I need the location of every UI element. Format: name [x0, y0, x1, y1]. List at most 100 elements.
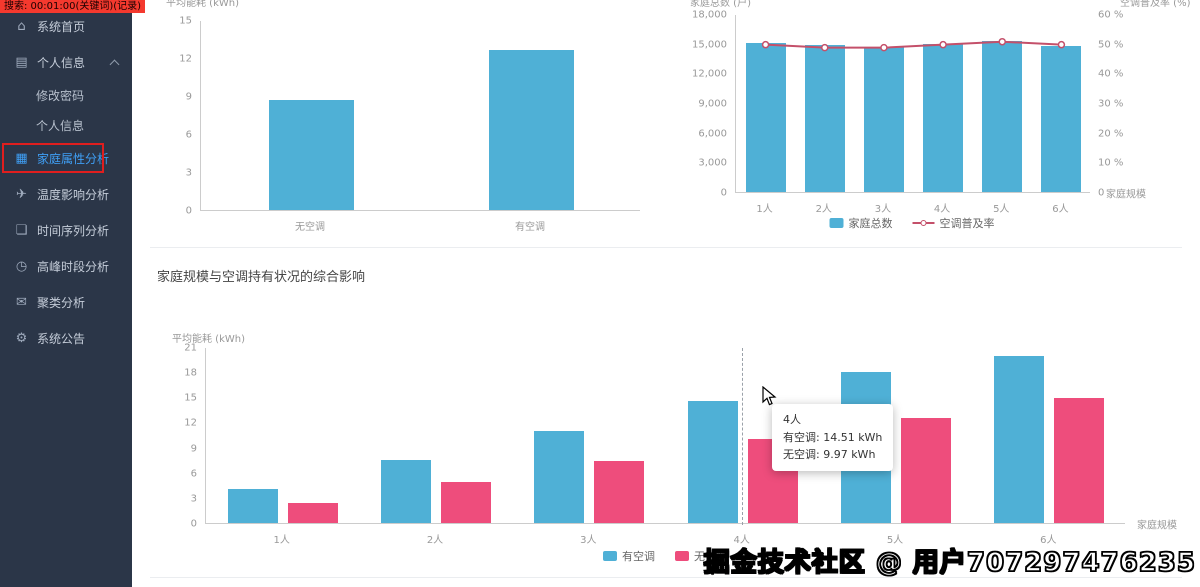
gear-icon: ⚙ — [15, 330, 28, 346]
legend-item-ac-penetration[interactable]: 空调普及率 — [912, 215, 995, 231]
y-axis-tick-right: 60 % — [1098, 9, 1124, 21]
sidebar-item-peak-period-analysis[interactable]: ◷ 高峰时段分析 — [0, 248, 132, 284]
sidebar-item-temperature-analysis[interactable]: ✈ 温度影响分析 — [0, 176, 132, 212]
hover-guideline — [742, 348, 743, 525]
sidebar-item-home[interactable]: ⌂ 系统首页 — [0, 8, 132, 44]
bar-series-2-1人[interactable] — [287, 502, 338, 523]
sidebar-item-profile-group[interactable]: ▤ 个人信息 — [0, 44, 132, 80]
y-axis-tick: 15 — [184, 392, 197, 404]
sidebar-item-personal-info[interactable]: 个人信息 — [0, 110, 132, 140]
y-axis-tick: 0 — [720, 187, 727, 199]
user-icon: ▤ — [15, 54, 28, 70]
sidebar: ⌂ 系统首页 ▤ 个人信息 修改密码 个人信息 ▦ 家庭属性分析 ✈ 温度影响分… — [0, 0, 132, 587]
section-title: 家庭规模与空调持有状况的综合影响 — [157, 270, 366, 285]
y-axis-tick: 18 — [184, 367, 197, 379]
y-axis-tick: 18,000 — [692, 9, 727, 21]
y-axis-tick: 6,000 — [698, 128, 727, 140]
sidebar-item-label: 时间序列分析 — [37, 223, 110, 238]
sidebar-item-timeseries-analysis[interactable]: ❏ 时间序列分析 — [0, 212, 132, 248]
x-axis-label: 1人 — [756, 204, 773, 215]
y-axis-title: 平均能耗 (kWh) — [172, 334, 245, 345]
y-axis-tick: 0 — [185, 205, 192, 217]
x-axis-label: 2人 — [815, 204, 832, 215]
divider — [150, 247, 1182, 248]
x-axis-label: 有空调 — [515, 222, 545, 233]
y-axis-title-right: 空调普及率 (%) — [1120, 0, 1191, 9]
chart-tooltip: 4人 有空调: 14.51 kWh 无空调: 9.97 kWh — [772, 404, 894, 471]
y-axis-tick: 15 — [179, 15, 192, 27]
sidebar-item-label: 高峰时段分析 — [37, 259, 110, 274]
plot-area[interactable] — [735, 15, 1090, 193]
sidebar-item-label: 温度影响分析 — [37, 187, 110, 202]
x-axis-label: 5人 — [886, 535, 904, 546]
bar-series-1-无空调[interactable] — [268, 99, 354, 210]
bar-series-1-4人[interactable] — [923, 44, 964, 192]
x-axis-name: 家庭规模 — [1106, 189, 1146, 201]
sidebar-item-label: 聚类分析 — [37, 295, 86, 310]
bar-series-1-有空调[interactable] — [488, 50, 574, 210]
legend-label: 家庭总数 — [848, 217, 893, 230]
line-series — [761, 37, 1066, 52]
recording-annotation: 搜索: 00:01:00(关键词)(记录) — [0, 0, 146, 13]
y-axis-tick: 12,000 — [692, 68, 727, 80]
bar-series-1-6人[interactable] — [1041, 46, 1082, 192]
chart-energy-by-ac-ownership: 15 12 9 6 3 0 无空调 有空调 平均能耗 (kWh) — [150, 0, 660, 250]
y-axis-tick: 3,000 — [698, 157, 727, 169]
sidebar-item-label: 系统公告 — [37, 331, 86, 346]
divider — [150, 577, 1182, 578]
tooltip-title: 4人 — [783, 413, 801, 426]
sidebar-item-system-announcement[interactable]: ⚙ 系统公告 — [0, 320, 132, 356]
sidebar-item-label: 家庭属性分析 — [37, 151, 110, 166]
bar-series-1-4人[interactable] — [687, 401, 738, 523]
legend-item-without-ac[interactable]: 无空调 — [675, 548, 727, 564]
bar-series-1-2人[interactable] — [381, 460, 431, 523]
bar-series-1-5人[interactable] — [982, 41, 1023, 192]
x-axis-label: 无空调 — [295, 222, 325, 233]
legend-item-family-count[interactable]: 家庭总数 — [829, 215, 893, 231]
y-axis-tick: 0 — [190, 518, 197, 530]
mail-icon: ✉ — [16, 294, 27, 310]
bar-series-1-3人[interactable] — [534, 430, 585, 523]
plot-area[interactable] — [200, 21, 640, 211]
x-axis-label: 6人 — [1052, 204, 1069, 215]
bar-series-2-5人[interactable] — [901, 418, 951, 523]
bar-series-1-2人[interactable] — [804, 44, 845, 192]
bar-series-1-6人[interactable] — [994, 356, 1045, 523]
grid-icon: ▦ — [15, 150, 28, 166]
x-axis-label: 1人 — [273, 535, 290, 546]
sidebar-item-label: 修改密码 — [36, 88, 85, 103]
clock-icon: ◷ — [15, 258, 28, 274]
y-axis-tick: 9 — [190, 443, 197, 455]
y-axis-tick-right: 10 % — [1098, 157, 1124, 169]
y-axis-tick: 12 — [179, 53, 192, 65]
legend-swatch — [603, 551, 617, 561]
x-axis-label: 4人 — [933, 204, 951, 215]
y-axis-title: 平均能耗 (kWh) — [166, 0, 239, 9]
bar-series-2-2人[interactable] — [441, 481, 491, 523]
y-axis-tick-right: 0 — [1098, 187, 1105, 199]
legend-label: 空调普及率 — [939, 217, 995, 230]
x-axis-label: 4人 — [733, 535, 750, 546]
sidebar-item-cluster-analysis[interactable]: ✉ 聚类分析 — [0, 284, 132, 320]
legend-item-with-ac[interactable]: 有空调 — [603, 548, 655, 564]
plot-area[interactable] — [205, 348, 1125, 524]
bar-series-1-3人[interactable] — [863, 46, 904, 192]
paper-plane-icon: ✈ — [16, 186, 27, 202]
bar-series-1-1人[interactable] — [227, 489, 278, 523]
bar-series-1-1人[interactable] — [745, 42, 786, 192]
sidebar-item-label: 个人信息 — [36, 118, 85, 133]
y-axis-tick: 6 — [185, 129, 192, 141]
y-axis-tick-right: 40 % — [1098, 68, 1124, 80]
sidebar-item-family-attribute-analysis[interactable]: ▦ 家庭属性分析 — [0, 140, 132, 176]
chart3-legend: 有空调 无空调 — [603, 548, 727, 564]
bar-series-2-6人[interactable] — [1054, 398, 1105, 523]
bar-series-2-3人[interactable] — [594, 460, 645, 523]
y-axis-tick: 9,000 — [698, 98, 727, 110]
sidebar-item-change-password[interactable]: 修改密码 — [0, 80, 132, 110]
sidebar-item-label: 系统首页 — [37, 19, 86, 34]
chevron-up-icon — [109, 59, 120, 69]
y-axis-tick-right: 20 % — [1098, 128, 1124, 140]
legend-line-marker — [912, 220, 935, 226]
annotation-highlight-box — [2, 143, 104, 173]
y-axis-tick: 9 — [185, 91, 192, 103]
